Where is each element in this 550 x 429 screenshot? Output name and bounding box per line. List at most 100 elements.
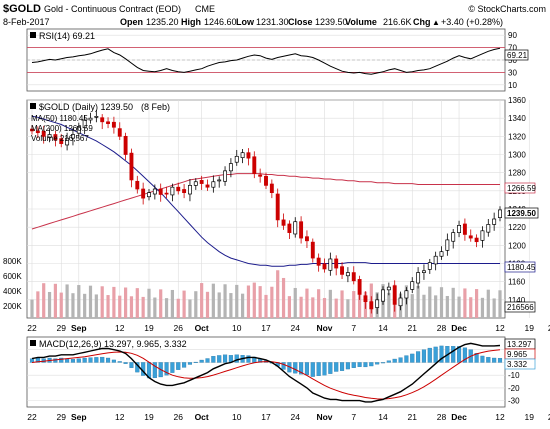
price-x-axis: 22 29 Sep 12 19 26 Oct 10 17 24 Nov 7 14 21 28 Dec 12 19 2… — [27, 323, 550, 333]
volume-bar — [299, 296, 303, 318]
change-label: Chg — [413, 17, 431, 27]
histogram-bar — [334, 362, 339, 372]
x-tick-label: 19 — [525, 412, 535, 422]
candle-body — [164, 192, 169, 195]
volume-bar — [410, 294, 414, 318]
histogram-value-box — [504, 358, 536, 370]
exchange-name: CME — [195, 4, 215, 14]
volume-bar — [451, 287, 455, 318]
volume-bar — [463, 288, 467, 318]
volume-bar — [422, 294, 426, 318]
histogram-bar — [82, 357, 87, 363]
candle-body — [269, 183, 274, 193]
histogram-bar — [497, 358, 503, 363]
price-axis: 1360134013201300128012601240122012001180… — [508, 96, 526, 305]
volume-value: 216.6K — [383, 17, 412, 27]
histogram-bar — [123, 362, 128, 364]
histogram-bar — [304, 362, 309, 376]
rsi-last-value-box — [504, 49, 529, 61]
volume-bar — [71, 293, 75, 318]
volume-label: Volume — [345, 17, 377, 27]
volume-bar — [475, 289, 479, 318]
histogram-bar — [211, 356, 216, 363]
x-tick-label: 26 — [174, 323, 184, 333]
price-tick-label: 1300 — [508, 151, 526, 160]
volume-bar — [328, 289, 332, 318]
candle-body — [30, 128, 34, 132]
macd-tick-label: -20 — [508, 384, 520, 393]
histogram-bar — [451, 346, 456, 363]
candle-body — [398, 297, 403, 307]
candle-body — [322, 263, 327, 270]
volume-bar — [434, 295, 438, 318]
histogram-bar — [357, 362, 362, 367]
candle-body — [281, 219, 286, 226]
volume-bar — [235, 284, 239, 318]
x-tick-label: 22 — [27, 412, 37, 422]
candles — [30, 109, 502, 314]
candle-body — [305, 236, 309, 242]
candle-body — [287, 223, 292, 233]
candle-body — [264, 175, 268, 186]
histogram-bar — [106, 357, 111, 363]
x-tick-label: 21 — [408, 323, 418, 333]
candle-body — [152, 188, 157, 195]
x-tick-label: 29 — [57, 412, 67, 422]
candle-body — [451, 232, 456, 242]
last-price-value: 1239.50 — [507, 209, 536, 218]
x-tick-label: 27 — [548, 412, 550, 422]
candle-body — [188, 185, 192, 195]
x-tick-label: 14 — [378, 412, 388, 422]
x-tick-label: 21 — [408, 412, 418, 422]
candle-body — [129, 152, 134, 181]
candle-body — [41, 130, 46, 137]
candle-body — [404, 290, 409, 299]
histogram-bar — [199, 359, 204, 363]
candle-body — [252, 156, 257, 174]
x-tick-label: Oct — [195, 323, 209, 333]
histogram-bar — [88, 357, 93, 363]
macd-tick-label: -30 — [508, 397, 520, 406]
volume-bar — [83, 293, 87, 318]
signal-line — [31, 349, 501, 400]
candle-body — [240, 152, 245, 159]
ma200-value-box — [504, 182, 536, 194]
candle-body — [47, 134, 52, 139]
x-tick-label: 10 — [232, 412, 242, 422]
candle-body — [427, 262, 432, 270]
volume-bar — [42, 283, 46, 318]
volume-bar — [77, 285, 81, 318]
volume-bar — [486, 289, 490, 318]
candle-body — [328, 258, 333, 271]
candle-body — [457, 225, 462, 233]
x-tick-label: 19 — [144, 412, 154, 422]
rsi-axis: 90 70 50 30 10 — [508, 31, 517, 90]
candle-body — [410, 281, 415, 290]
price-tick-label: 1220 — [508, 223, 526, 232]
candle-body — [340, 266, 345, 275]
volume-bar — [211, 283, 215, 318]
rsi-tick-label: 30 — [508, 68, 517, 77]
macd-line — [31, 342, 501, 403]
macd-panel: 100-10-20-30 MACD(12,26,9) 13.297, 9.965… — [26, 336, 536, 408]
rsi-line — [31, 47, 501, 75]
volume-bar — [200, 283, 204, 318]
histogram-bar — [293, 362, 298, 374]
volume-bar — [118, 295, 122, 318]
candle-body — [334, 258, 339, 269]
x-tick-label: 29 — [57, 323, 67, 333]
histogram-bar — [217, 355, 222, 363]
histogram-bar — [410, 353, 415, 363]
close-label: Close — [288, 17, 313, 27]
watermark: © StockCharts.com — [468, 4, 546, 14]
x-tick-label: 24 — [291, 323, 301, 333]
histogram-bar — [322, 362, 327, 376]
volume-bar — [100, 286, 104, 318]
volume-bar — [252, 282, 256, 318]
last-price-box — [504, 207, 539, 219]
candle-body — [416, 272, 421, 284]
volume-bar — [246, 285, 251, 318]
x-tick-label: 17 — [261, 412, 271, 422]
volume-bar — [94, 294, 98, 318]
volume-bar — [88, 285, 93, 318]
